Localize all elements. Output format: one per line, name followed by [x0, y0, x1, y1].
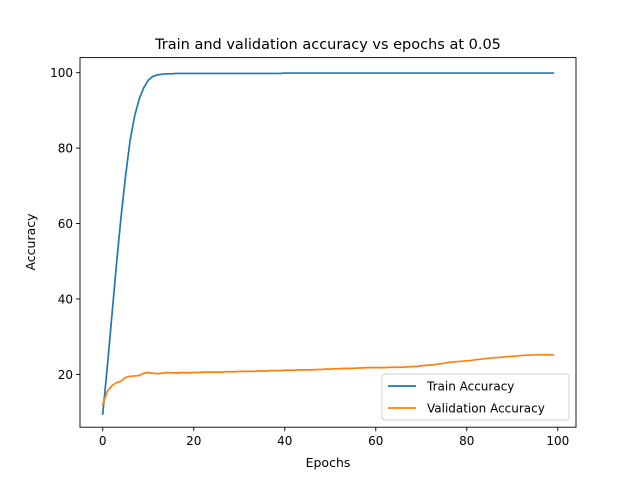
y-tick-label: 100	[50, 66, 73, 80]
y-axis-label: Accuracy	[23, 213, 38, 271]
x-tick-label: 60	[368, 434, 383, 448]
legend-label-validation: Validation Accuracy	[427, 402, 545, 416]
y-tick-label: 40	[58, 292, 73, 306]
validation-accuracy-line	[101, 353, 555, 406]
y-tick-label: 80	[58, 142, 73, 156]
y-tick-label: 60	[58, 217, 73, 231]
train-accuracy-line	[101, 72, 555, 415]
chart-title: Train and validation accuracy vs epochs …	[154, 37, 501, 53]
x-axis-label: Epochs	[306, 455, 351, 470]
y-axis-ticks: 20 40 60 80 100	[50, 66, 80, 382]
x-tick-label: 100	[546, 434, 569, 448]
legend-box	[381, 373, 570, 421]
plot-lines	[101, 72, 555, 415]
x-tick-label: 0	[99, 434, 107, 448]
legend-label-train: Train Accuracy	[426, 380, 514, 394]
legend: Train Accuracy Validation Accuracy	[381, 373, 570, 421]
x-axis-ticks: 0 20 40 60 80 100	[99, 427, 569, 448]
x-tick-label: 80	[459, 434, 474, 448]
axes-frame	[79, 57, 577, 428]
x-tick-label: 40	[277, 434, 292, 448]
x-tick-label: 20	[186, 434, 201, 448]
y-tick-label: 20	[58, 368, 73, 382]
